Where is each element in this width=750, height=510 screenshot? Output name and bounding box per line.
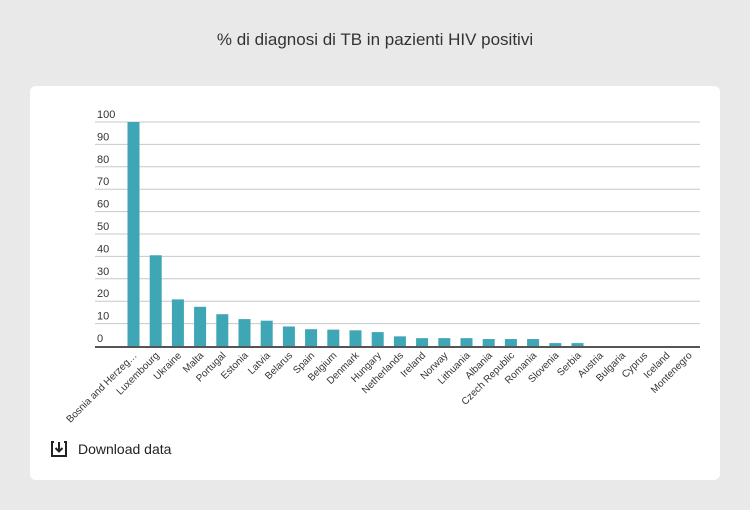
bar bbox=[527, 339, 540, 346]
bar bbox=[305, 329, 318, 346]
y-axis-ticks: 0 10 20 30 40 50 60 70 80 90 100 bbox=[97, 109, 115, 345]
download-icon bbox=[49, 439, 69, 459]
bar bbox=[194, 306, 207, 346]
y-tick-label: 60 bbox=[97, 199, 109, 211]
download-data-label: Download data bbox=[78, 441, 172, 457]
x-axis-ticks: Bosnia and Herzeg…LuxembourgUkraineMalta… bbox=[65, 350, 695, 426]
bar bbox=[282, 326, 295, 346]
y-tick-label: 100 bbox=[97, 109, 115, 121]
y-tick-label: 50 bbox=[97, 221, 109, 233]
bar bbox=[571, 343, 584, 346]
bar bbox=[149, 255, 162, 346]
y-tick-label: 70 bbox=[97, 176, 109, 188]
bar bbox=[216, 314, 229, 346]
chart-title: % di diagnosi di TB in pazienti HIV posi… bbox=[216, 30, 534, 49]
bar bbox=[504, 339, 517, 346]
download-data-button[interactable]: Download data bbox=[49, 438, 171, 460]
bar bbox=[549, 343, 562, 346]
bar bbox=[460, 338, 473, 346]
bar bbox=[482, 339, 495, 346]
bar bbox=[327, 329, 340, 346]
y-tick-label: 80 bbox=[97, 154, 109, 166]
bar bbox=[260, 320, 273, 346]
bar bbox=[371, 332, 384, 346]
bar bbox=[393, 336, 406, 346]
y-tick-label: 10 bbox=[97, 311, 109, 323]
y-tick-label: 0 bbox=[97, 333, 103, 345]
y-tick-label: 40 bbox=[97, 243, 109, 255]
bar bbox=[238, 319, 251, 346]
y-tick-label: 30 bbox=[97, 266, 109, 278]
y-tick-label: 20 bbox=[97, 288, 109, 300]
y-tick-label: 90 bbox=[97, 131, 109, 143]
bar bbox=[416, 338, 429, 346]
bar bbox=[349, 330, 362, 346]
bar bbox=[438, 338, 451, 346]
bar bbox=[171, 299, 184, 346]
bars bbox=[127, 122, 584, 346]
bar bbox=[127, 122, 140, 346]
chart-card bbox=[30, 86, 720, 480]
gridlines bbox=[95, 121, 700, 325]
